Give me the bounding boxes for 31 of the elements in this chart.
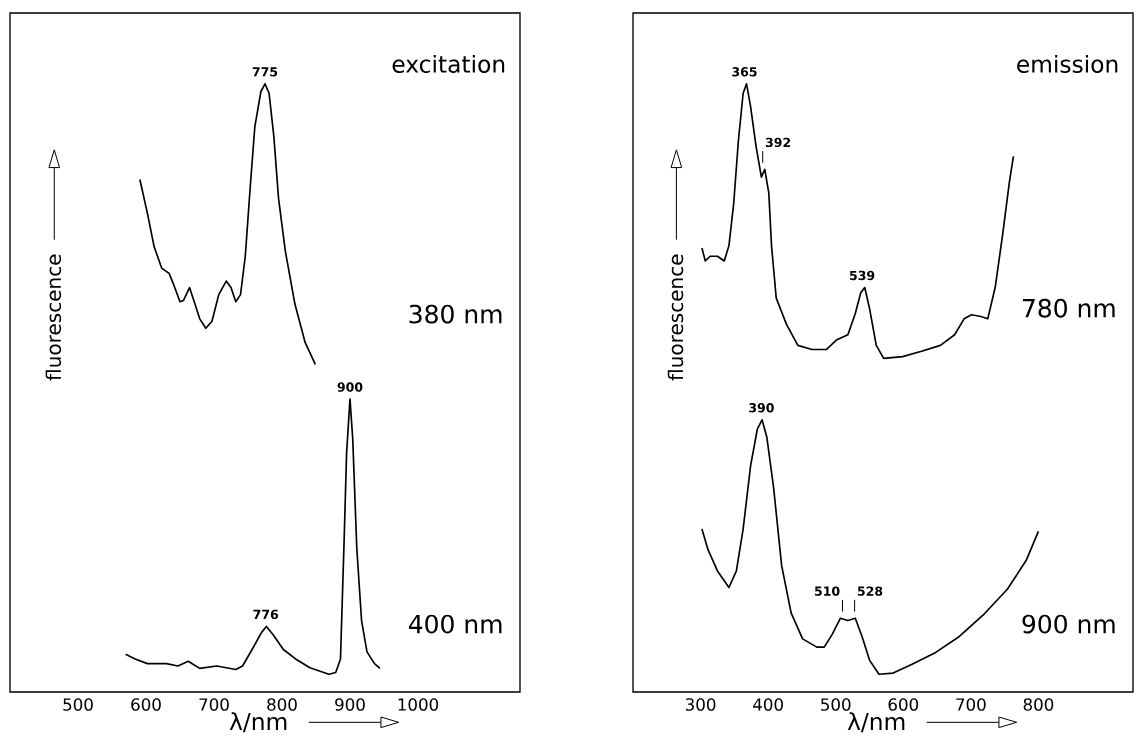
x-tick-label: 700 (956, 698, 986, 711)
annotation: 775 (252, 67, 278, 77)
x-tick-label: 300 (685, 698, 716, 711)
x-tick-label: 400 (753, 698, 783, 711)
annotation: 776 (253, 609, 279, 620)
annotation: 900 (337, 382, 363, 392)
series-label: 400 nm (408, 614, 502, 634)
annotation: 539 (849, 270, 875, 281)
x-tick-label: 700 (199, 698, 229, 711)
text: 380 nm (409, 304, 502, 324)
x-axis-title: λ/nm (847, 712, 905, 733)
annotation: 365 (732, 67, 757, 77)
x-tick-label: 800 (1023, 698, 1054, 711)
x-tick-label: 500 (63, 698, 93, 711)
series-label: 900 nm (1022, 614, 1115, 634)
x-tick-label: 600 (888, 698, 919, 711)
annotation: 528 (857, 586, 883, 596)
x-tick-label: 500 (821, 698, 851, 711)
series-label: 780 nm (1022, 298, 1115, 318)
x-tick-label: 800 (267, 698, 297, 711)
y-axis-title: fluorescence (45, 254, 62, 381)
annotation: 392 (765, 137, 791, 148)
annotation: 510 (815, 586, 840, 596)
x-tick-label: 600 (131, 698, 161, 711)
y-axis-title: fluorescence (667, 254, 684, 381)
chart-title: emission (1017, 54, 1118, 73)
x-tick-label: 1000 (398, 698, 439, 711)
chart-title: excitation (392, 54, 505, 73)
x-axis-title: λ/nm (229, 712, 287, 733)
x-tick-label: 900 (335, 698, 365, 711)
annotation: 390 (749, 403, 774, 413)
